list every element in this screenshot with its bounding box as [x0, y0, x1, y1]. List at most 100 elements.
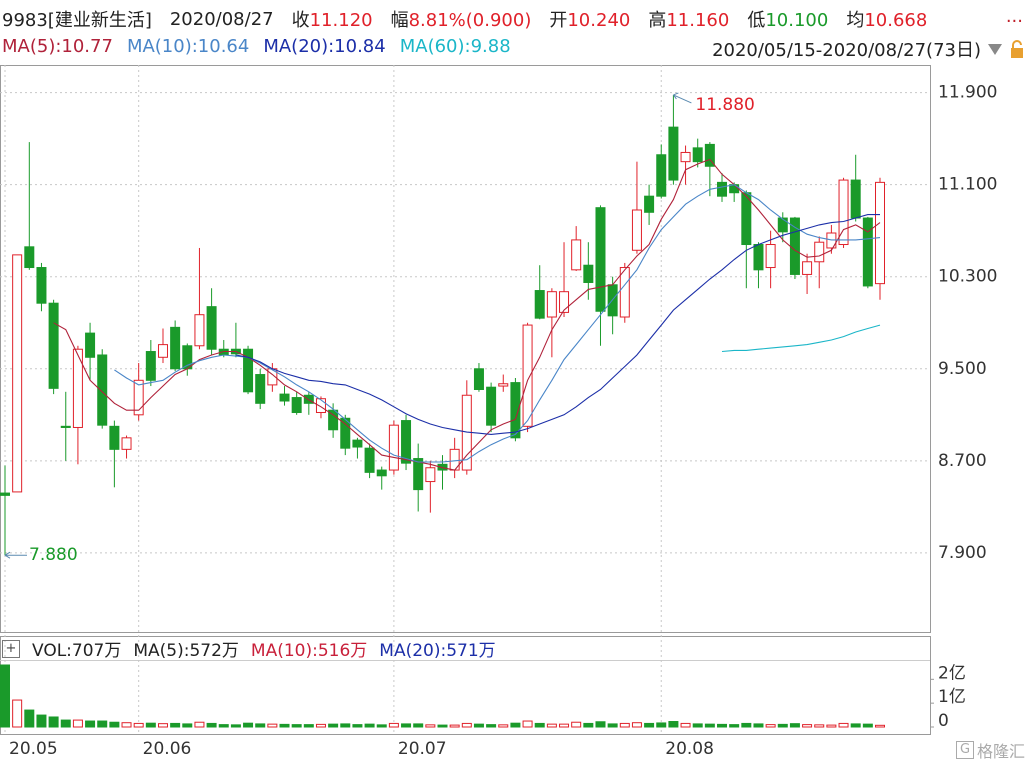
ma-line	[235, 214, 880, 435]
candle-body	[498, 383, 509, 387]
x-tick-label: 20.05	[9, 739, 58, 759]
volume-bar	[619, 722, 630, 728]
ma-line	[721, 324, 881, 353]
candle-body	[133, 379, 144, 416]
volume-toggle[interactable]: +	[2, 639, 20, 658]
more-button[interactable]: ...	[1005, 6, 1023, 27]
volume-bar	[862, 723, 873, 728]
volume-bar	[60, 719, 71, 728]
volume-bar	[328, 723, 339, 728]
stock-name: 9983[建业新生活]	[2, 10, 152, 31]
ma-legend: MA(5):10.77 MA(10):10.64 MA(20):10.84 MA(60…	[2, 36, 511, 57]
candle-body	[559, 291, 570, 313]
ma-legend-item: MA(10):10.64	[126, 36, 250, 57]
candle-body	[243, 348, 254, 393]
quote-field: 开10.240	[549, 6, 630, 32]
watermark-icon: G	[955, 741, 974, 759]
volume-bar	[486, 724, 497, 728]
candle-body	[704, 143, 715, 167]
candle-body	[376, 469, 387, 477]
candle-body	[425, 467, 436, 483]
candle-body	[206, 306, 217, 350]
volume-bar	[692, 723, 703, 728]
field-label: 均	[846, 10, 865, 31]
candle-body	[595, 207, 606, 312]
candle-body	[619, 267, 630, 318]
volume-bar	[850, 723, 861, 728]
volume-bar	[255, 723, 266, 728]
quote-field: 高11.160	[648, 6, 729, 32]
candle-body	[692, 147, 703, 163]
field-label: 幅	[390, 10, 409, 31]
range-selector[interactable]: 2020/05/15-2020/08/27(73日)	[712, 36, 1025, 62]
candle-body	[717, 181, 728, 197]
volume-bar	[85, 720, 96, 728]
candle-body	[473, 368, 484, 391]
volume-bar	[571, 721, 582, 728]
field-value: 10.240	[567, 10, 631, 31]
candle-body	[510, 382, 521, 439]
ma-line	[53, 158, 881, 471]
candle-body	[777, 217, 788, 233]
candle-body	[157, 344, 168, 358]
candle-body	[315, 398, 326, 414]
volume-legend-item: MA(20):571万	[379, 641, 496, 661]
candle-body	[850, 179, 861, 219]
volume-bar	[498, 724, 509, 728]
volume-legend-item: VOL:707万	[32, 641, 122, 661]
volume-bar	[12, 699, 23, 728]
y-tick-label: 7.900	[938, 543, 987, 563]
y-tick-label: 11.900	[938, 83, 997, 103]
candle-body	[644, 195, 655, 213]
volume-bar	[875, 724, 885, 728]
candle-body	[352, 439, 363, 448]
volume-bar	[303, 724, 314, 728]
volume-bar	[230, 724, 241, 728]
candle-body	[753, 244, 764, 271]
quote-header: 9983[建业新生活] 2020/08/27 收11.120 幅8.81%(0.9…	[2, 6, 927, 32]
volume-bars	[0, 664, 885, 728]
x-tick-label: 20.06	[143, 739, 192, 759]
volume-bar	[72, 719, 83, 728]
candle-body	[814, 241, 825, 263]
candle-body	[24, 246, 35, 269]
volume-bar	[121, 722, 132, 728]
price-frame	[0, 65, 931, 633]
volume-bar	[607, 723, 618, 728]
volume-bar	[182, 723, 193, 728]
volume-bar	[789, 723, 800, 728]
candle-body	[668, 126, 679, 181]
candle-body	[388, 424, 399, 471]
volume-bar	[24, 709, 35, 728]
volume-bar	[656, 722, 667, 728]
candle-body	[631, 209, 642, 251]
field-label: 开	[549, 10, 568, 31]
volume-bar	[838, 722, 849, 728]
y-tick-label: 10.300	[938, 267, 997, 287]
volume-bar	[631, 722, 642, 728]
volume-bar	[352, 724, 363, 728]
candle-body	[12, 254, 23, 493]
lock-icon	[1011, 40, 1023, 58]
volume-bar	[157, 723, 168, 728]
volume-bar	[461, 722, 472, 728]
volume-header: + VOL:707万 MA(5):572万 MA(10):516万 MA(20):57…	[2, 636, 496, 661]
y-tick-label: 11.100	[938, 175, 997, 195]
candle-body	[546, 291, 557, 318]
volume-bar	[36, 714, 47, 728]
volume-bar	[97, 720, 108, 728]
field-value: 10.668	[864, 10, 928, 31]
field-value: 8.81%(0.900)	[408, 10, 532, 31]
field-label: 收	[291, 10, 310, 31]
volume-bar	[814, 724, 825, 728]
volume-bar	[243, 722, 254, 728]
candle-body	[534, 290, 545, 319]
field-label: 低	[747, 10, 766, 31]
ma-legend-item: MA(60):9.88	[399, 36, 511, 57]
high-pointer	[673, 92, 692, 104]
volume-bar	[717, 723, 728, 728]
candle-body	[802, 261, 813, 275]
volume-bar	[133, 722, 144, 728]
